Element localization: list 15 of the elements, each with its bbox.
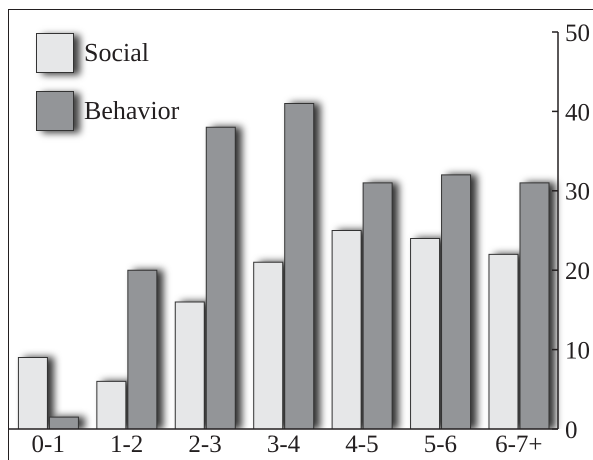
legend-label: Behavior	[84, 96, 180, 126]
y-tick-label: 20	[565, 258, 590, 286]
y-tick-label: 40	[565, 99, 590, 126]
y-tick-label: 0	[565, 416, 578, 444]
x-tick-label: 2-3	[188, 430, 222, 458]
y-tick-label: 50	[565, 20, 590, 47]
x-tick-label: 0-1	[32, 430, 65, 458]
x-tick-label: 3-4	[266, 430, 301, 458]
x-tick-label: 1-2	[110, 430, 144, 458]
y-tick-label: 30	[565, 178, 590, 206]
x-tick-label: 5-6	[424, 430, 458, 458]
legend-label: Social	[84, 38, 149, 68]
x-tick-label: 6-7+	[495, 430, 543, 458]
x-tick-label: 4-5	[345, 430, 379, 458]
y-tick-label: 10	[565, 337, 590, 364]
